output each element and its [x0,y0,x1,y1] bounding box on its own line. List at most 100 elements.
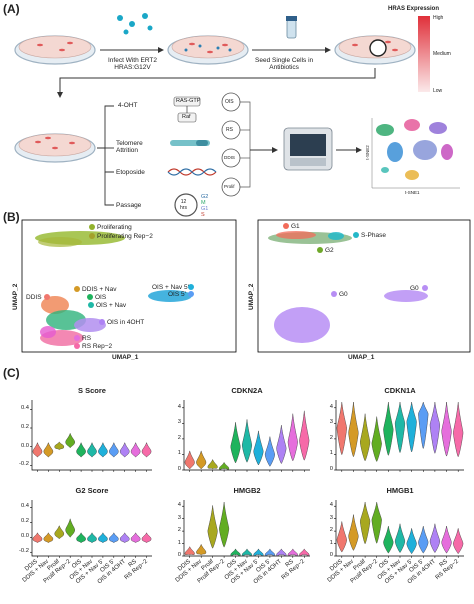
y-tick-label: 2 [329,527,333,534]
y-tick-label: 4 [177,403,181,410]
violin-mark [336,521,347,553]
y-tick-label: 0.4 [20,405,29,412]
violin-mark [371,501,382,544]
violin-mark [406,401,417,453]
cycle-s: S [201,212,205,218]
violin-mark [383,401,394,456]
violin-mark [65,518,75,538]
y-tick-label: 1 [329,450,333,457]
y-tick-label: 4 [329,502,333,509]
violin-mark [54,525,65,540]
violin-mark [141,532,152,544]
panel-letter-c: (C) [3,366,20,380]
y-tick-label: 1 [329,539,333,546]
violin-mark [119,532,130,544]
y-tick-label: 4 [177,502,181,509]
violin-mark [371,416,382,462]
violin-mark [383,525,394,554]
y-tick-label: 0 [177,466,181,472]
condition-ois: OIS [225,99,234,105]
violin-mark [348,401,359,458]
label-ddis-nav: DDIS + Nav [82,286,117,293]
violin-title: G2 Score [75,486,109,495]
violin-mark [299,548,310,556]
ras-gtp-label: RAS-GTP [176,98,201,104]
label-ois: OIS [95,294,107,301]
y-tick-label: 2 [329,434,333,441]
step-seed: Seed Single Cells in Antibiotics [255,57,314,71]
raf-label: Raf [182,114,191,120]
legend-high: High [433,15,444,21]
y-tick-label: 0.0 [20,442,29,449]
violin-mark [65,432,75,449]
violin-mark [43,532,54,544]
violin-mark [76,441,86,458]
y-tick-label: 3 [329,419,333,426]
violin-mark [32,441,43,458]
umap-x-right: UMAP_1 [348,354,375,361]
cycle-g1: G1 [201,206,209,212]
step-infect: Infect With ERT2 HRAS:G12V [108,57,158,71]
violin-mark [43,441,54,458]
violin-mark [32,532,43,544]
violin-mark [360,413,371,462]
violin-axes [31,400,152,471]
legend-low: Low [433,88,443,94]
violin-mark [130,441,141,458]
label-g1: G1 [291,223,300,230]
violin-mark [394,523,406,553]
y-tick-label: 0.2 [20,518,29,525]
violin-mark [241,419,253,463]
label-s-phase: S-Phase [361,232,386,239]
violin-mark [406,528,417,555]
violin-mark [360,501,371,545]
violin-mark [453,528,464,555]
treatment-passage: Passage [116,202,142,209]
violin-mark [87,441,97,458]
y-tick-label: 4 [329,403,333,410]
violin-mark [87,532,97,544]
label-ois-nav-5: OIS + Nav 5' [152,284,189,291]
legend-title: HRAS Expression [388,6,440,12]
violin-mark [264,548,275,556]
condition-ddis: DDIS [224,155,235,160]
violin-mark [441,401,452,457]
violin-mark [418,401,429,449]
y-tick-label: 3 [177,514,181,521]
violin-mark [230,548,241,556]
umap-x-left: UMAP_1 [112,354,139,361]
cycle-m: M [201,200,206,206]
y-tick-label: -0.2 [19,548,29,555]
violin-mark [98,441,108,458]
label-rs-rep2: RS Rep−2 [82,343,113,350]
violin-mark [299,410,310,461]
violin-mark [76,532,86,544]
violin-title: S Score [78,386,106,395]
violin-mark [241,548,253,556]
violin-mark [418,525,429,554]
violin-mark [276,548,287,556]
treatment-telomere: Telomere Attrition [116,140,143,154]
violin-mark [184,546,195,556]
violin-axes [31,500,152,557]
clock-label: 12 hrs [180,199,187,211]
violin-mark [184,450,195,470]
label-ois-nav: OIS + Nav [96,302,127,309]
violin-title: CDKN2A [231,386,263,395]
y-tick-label: 1 [177,450,181,457]
panel-letter-a: (A) [3,2,20,16]
violin-mark [336,401,347,456]
y-tick-label: 3 [329,514,333,521]
tsne-x-label: t-SNE1 [405,190,420,195]
violin-mark [253,430,264,466]
violin-mark [348,514,359,551]
condition-rs: RS [226,127,233,133]
violin-title: HMGB2 [233,486,261,495]
label-g0-a: G0 [339,291,348,298]
label-g0-b: G0 [410,285,419,292]
violin-mark [141,441,152,458]
violin-mark [219,501,230,548]
label-ois-5: OIS 5' [168,291,186,298]
